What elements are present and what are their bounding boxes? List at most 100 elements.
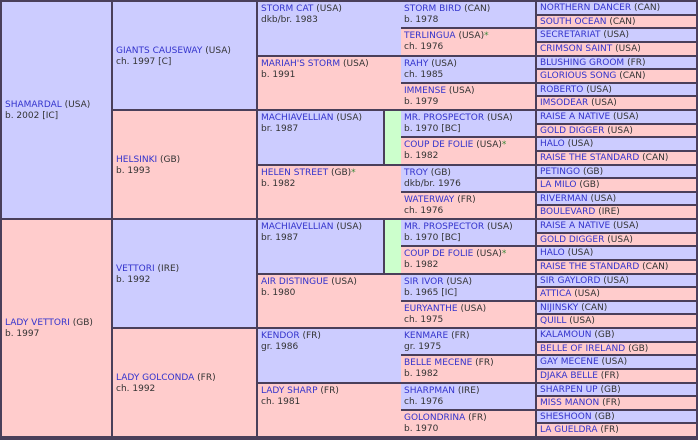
horse-cell-gen5: HALO (USA) xyxy=(537,138,696,150)
horse-name-link[interactable]: BLUSHING GROOM xyxy=(540,57,625,68)
country-code: (GB) xyxy=(600,384,621,395)
country-code: (FR) xyxy=(320,385,339,396)
horse-name-link[interactable]: STORM BIRD xyxy=(404,4,462,14)
country-code: (IRE) xyxy=(157,263,180,274)
horse-name-link[interactable]: BOULEVARD xyxy=(540,207,596,218)
horse-cell-gen5: LA MILO (GB) xyxy=(537,179,696,191)
horse-name-link[interactable]: GOLD DIGGER xyxy=(540,125,605,136)
horse-name-link[interactable]: LADY VETTORI xyxy=(5,318,70,328)
horse-cell-gen5: MISS MANON (FR) xyxy=(537,397,696,409)
horse-info: br. 1987 xyxy=(261,233,299,243)
horse-name-link[interactable]: LA MILO xyxy=(540,180,577,191)
horse-name-link[interactable]: SHESHOON xyxy=(540,411,592,422)
horse-name-link[interactable]: SHARPMAN xyxy=(404,385,455,396)
horse-name-link[interactable]: DJAKA BELLE xyxy=(540,370,598,381)
horse-name-link[interactable]: GOLD DIGGER xyxy=(540,234,605,245)
horse-name-link[interactable]: GAY MECENE xyxy=(540,357,599,368)
horse-info: b. 1991 xyxy=(261,69,296,80)
horse-name-link[interactable]: SHARPEN UP xyxy=(540,384,598,395)
horse-name-link[interactable]: GOLONDRINA xyxy=(404,412,466,423)
horse-name-link[interactable]: SECRETARIAT xyxy=(540,30,601,41)
horse-name-link[interactable]: RAISE THE STANDARD xyxy=(540,261,640,272)
horse-name-link[interactable]: IMMENSE xyxy=(404,85,447,96)
horse-name-link[interactable]: NORTHERN DANCER xyxy=(540,3,632,13)
horse-name-link[interactable]: AIR DISTINGUE xyxy=(261,276,329,287)
horse-name-link[interactable]: HELSINKI xyxy=(116,154,158,165)
country-code: (FR) xyxy=(600,425,619,436)
country-code: (USA) xyxy=(476,140,502,151)
horse-name-link[interactable]: BELLE MECENE xyxy=(404,358,473,369)
country-code: (FR) xyxy=(457,194,476,205)
horse-name-link[interactable]: WATERWAY xyxy=(404,194,455,205)
horse-info: b. 1980 xyxy=(261,287,296,298)
country-code: (GB) xyxy=(594,411,615,422)
horse-name-link[interactable]: LA GUELDRA xyxy=(540,425,598,436)
country-code: (IRE) xyxy=(457,385,480,396)
horse-name-link[interactable]: EURYANTHE xyxy=(404,303,458,314)
country-code: (GB) xyxy=(330,167,352,178)
horse-name-link[interactable]: ATTICA xyxy=(540,289,572,300)
horse-name-link[interactable]: STORM CAT xyxy=(261,4,314,14)
horse-name-link[interactable]: RAISE THE STANDARD xyxy=(540,152,640,163)
country-code: (USA) xyxy=(567,248,594,259)
horse-name-link[interactable]: MISS MANON xyxy=(540,398,600,409)
country-code: (IRE) xyxy=(598,207,620,218)
horse-name-link[interactable]: COUP DE FOLIE xyxy=(404,140,474,151)
horse-info: ch. 1981 xyxy=(261,396,301,407)
horse-name-link[interactable]: COUP DE FOLIE xyxy=(404,249,474,260)
horse-cell-gen4: GOLONDRINA (FR) b. 1970 xyxy=(401,410,535,436)
horse-cell-gen2: HELSINKI (GB) b. 1993 xyxy=(113,111,256,218)
horse-name-link[interactable]: HALO xyxy=(540,139,565,150)
horse-cell-gen5: RAISE A NATIVE (USA) xyxy=(537,111,696,123)
horse-name-link[interactable]: MACHIAVELLIAN xyxy=(261,113,334,123)
horse-cell-gen4: MR. PROSPECTOR (USA) b. 1970 [BC] xyxy=(401,111,535,137)
horse-name-link[interactable]: SIR GAYLORD xyxy=(540,275,601,286)
horse-cell-gen5: QUILL (USA) xyxy=(537,315,696,327)
horse-name-link[interactable]: TERLINGUA xyxy=(404,31,456,42)
horse-name-link[interactable]: BELLE OF IRELAND xyxy=(540,343,626,354)
horse-name-link[interactable]: RAHY xyxy=(404,58,429,69)
inbreeding-star-icon: * xyxy=(484,31,489,42)
horse-name-link[interactable]: IMSODEAR xyxy=(540,98,589,109)
horse-name-link[interactable]: KALAMOUN xyxy=(540,330,592,340)
horse-name-link[interactable]: MACHIAVELLIAN xyxy=(261,222,334,232)
horse-name-link[interactable]: KENMARE xyxy=(404,331,449,341)
horse-name-link[interactable]: LADY SHARP xyxy=(261,385,318,396)
horse-name-link[interactable]: KENDOR xyxy=(261,331,300,341)
horse-name-link[interactable]: MR. PROSPECTOR xyxy=(404,113,485,123)
horse-cell-gen4: SHARPMAN (IRE) ch. 1976 xyxy=(401,383,535,409)
horse-name-link[interactable]: MR. PROSPECTOR xyxy=(404,222,485,232)
horse-name-link[interactable]: SOUTH OCEAN xyxy=(540,16,607,27)
horse-name-link[interactable]: LADY GOLCONDA xyxy=(116,372,195,383)
horse-cell-gen3: HELEN STREET (GB)* b. 1982 xyxy=(258,165,401,218)
horse-name-link[interactable]: RIVERMAN xyxy=(540,193,588,204)
horse-cell-gen4: RAHY (USA) ch. 1985 xyxy=(401,56,535,82)
horse-name-link[interactable]: TROY xyxy=(404,167,428,178)
horse-info: b. 2002 [IC] xyxy=(5,111,59,121)
horse-name-link[interactable]: RAISE A NATIVE xyxy=(540,112,611,122)
horse-name-link[interactable]: ROBERTO xyxy=(540,84,584,95)
horse-name-link[interactable]: PETINGO xyxy=(540,166,581,177)
horse-name-link[interactable]: GLORIOUS SONG xyxy=(540,71,617,82)
horse-cell-gen5: DJAKA BELLE (FR) xyxy=(537,369,696,382)
horse-name-link[interactable]: VETTORI xyxy=(116,263,155,274)
country-code: (USA) xyxy=(574,289,600,300)
country-code: (USA) xyxy=(458,31,485,42)
horse-info: b. 1979 xyxy=(404,96,439,107)
horse-name-link[interactable]: HALO xyxy=(540,248,565,259)
horse-cell-gen4: MR. PROSPECTOR (USA) b. 1970 [BC] xyxy=(401,220,535,246)
horse-name-link[interactable]: SIR IVOR xyxy=(404,276,444,287)
horse-name-link[interactable]: SHAMARDAL xyxy=(5,100,62,110)
country-code: (USA) xyxy=(607,234,633,245)
horse-name-link[interactable]: NIJINSKY xyxy=(540,302,579,313)
horse-name-link[interactable]: MARIAH'S STORM xyxy=(261,58,341,69)
horse-cell-gen5: ATTICA (USA) xyxy=(537,288,696,300)
horse-cell-gen4: COUP DE FOLIE (USA)* b. 1982 xyxy=(401,138,535,164)
horse-name-link[interactable]: CRIMSON SAINT xyxy=(540,43,613,54)
horse-name-link[interactable]: QUILL xyxy=(540,316,567,327)
horse-name-link[interactable]: GIANTS CAUSEWAY xyxy=(116,45,203,56)
horse-cell-gen5: LA GUELDRA (FR) xyxy=(537,424,696,436)
horse-name-link[interactable]: RAISE A NATIVE xyxy=(540,221,611,231)
country-code: (USA) xyxy=(487,113,513,123)
horse-name-link[interactable]: HELEN STREET xyxy=(261,167,329,178)
